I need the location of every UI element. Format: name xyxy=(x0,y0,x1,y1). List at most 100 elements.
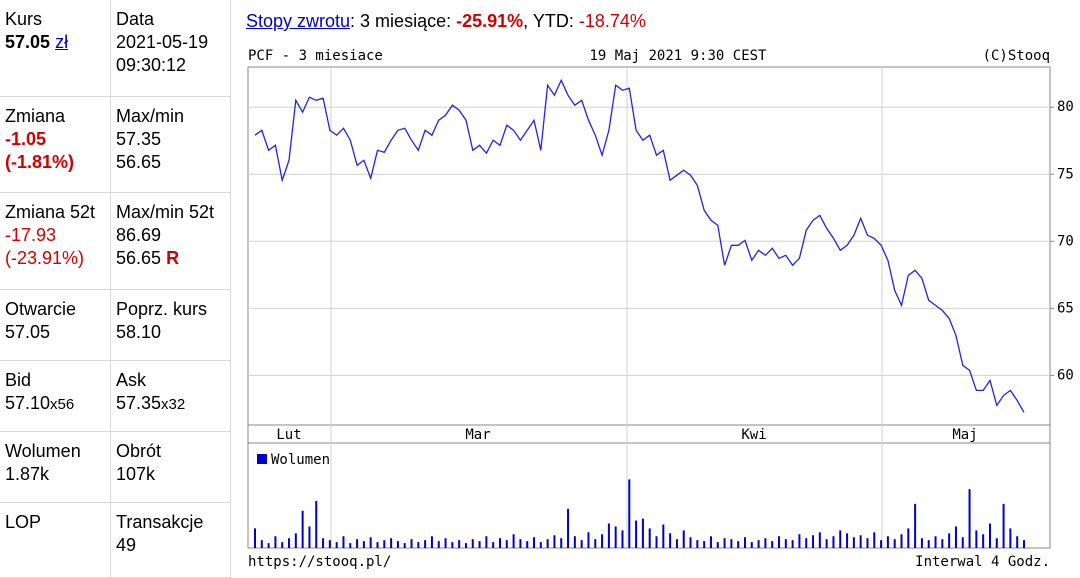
date: 2021-05-19 xyxy=(116,32,209,52)
price-line xyxy=(254,78,1025,413)
volume-bar xyxy=(825,539,828,548)
value: 57.35 xyxy=(116,393,162,413)
cell: Obrót 107k xyxy=(111,432,231,503)
volume-bar xyxy=(328,540,331,548)
volume-bar xyxy=(1023,540,1025,548)
volume-bar xyxy=(839,530,842,548)
volume-bar xyxy=(628,479,631,548)
volume-bar xyxy=(498,538,501,548)
label: Max/min xyxy=(116,106,185,126)
volume-bar xyxy=(954,526,957,548)
volume-bar xyxy=(539,542,542,548)
volume-bar xyxy=(437,541,440,548)
volume-bar xyxy=(682,530,685,548)
volume-bar xyxy=(267,543,270,548)
volume-bar xyxy=(641,518,644,548)
volume-bar xyxy=(988,523,991,548)
volume-bar xyxy=(546,539,549,548)
volume-bar xyxy=(254,528,256,548)
volume-bar xyxy=(458,540,461,548)
volume-bar xyxy=(519,539,522,548)
volume-bar xyxy=(451,542,454,548)
volume-bar xyxy=(927,540,930,548)
volume-bar xyxy=(294,533,297,548)
volume-bar xyxy=(335,542,338,548)
volume-bar xyxy=(444,538,447,548)
month-strip xyxy=(247,424,1051,444)
volume-bar xyxy=(1002,503,1005,548)
plot-frame xyxy=(247,66,1051,426)
footer-interval: Interwal 4 Godz. xyxy=(915,554,1050,570)
volume-bar xyxy=(818,532,821,548)
volume-bar xyxy=(464,543,467,548)
cell: Max/min 57.35 56.65 xyxy=(111,97,231,193)
volume-bar xyxy=(968,489,971,548)
volume-bar xyxy=(260,540,263,548)
volume-bar xyxy=(635,520,638,548)
volume-bar xyxy=(920,538,923,548)
y-tick-label: 70 xyxy=(1057,233,1074,249)
volume-bar xyxy=(369,537,372,548)
volume-bar xyxy=(376,542,379,548)
cell: Data 2021-05-19 09:30:12 xyxy=(111,0,231,97)
volume-bar xyxy=(505,540,508,548)
volume-bar xyxy=(417,542,420,548)
volume-bar xyxy=(430,536,433,548)
volume-bar xyxy=(383,540,386,548)
volume-bar xyxy=(737,541,740,548)
volume-bar xyxy=(975,530,978,548)
value: 58.10 xyxy=(116,322,162,342)
returns-line: Stopy zwrotu: 3 miesiące: -25.91%, YTD: -1… xyxy=(246,11,646,32)
volume-bar xyxy=(914,503,917,548)
volume-bar xyxy=(478,541,481,548)
y-tick-label: 80 xyxy=(1057,99,1074,115)
change: -1.05 xyxy=(5,129,47,149)
volume-bar xyxy=(716,542,719,548)
volume-bar xyxy=(356,539,359,548)
volume-bar xyxy=(893,539,896,548)
volume-bar xyxy=(274,536,277,548)
cell: Otwarcie 57.05 xyxy=(0,290,111,361)
volume-bar xyxy=(696,540,699,548)
x-month-label: Maj xyxy=(952,427,977,443)
volume-bar xyxy=(778,536,781,548)
volume-bar xyxy=(492,542,495,548)
volume-bar xyxy=(771,541,774,548)
cell: Zmiana 52t -17.93 (-23.91%) xyxy=(0,193,111,290)
volume-bar xyxy=(805,538,808,548)
label: Wolumen xyxy=(5,441,81,461)
volume-bar xyxy=(948,533,951,548)
label: Poprz. kurs xyxy=(116,299,208,319)
label: Ask xyxy=(116,370,147,390)
volume-bar xyxy=(743,537,746,548)
volume-bar xyxy=(288,538,291,548)
label: Bid xyxy=(5,370,32,390)
volume-bar xyxy=(349,543,352,548)
volume-bar xyxy=(601,534,604,548)
volume-bar xyxy=(934,536,937,548)
volume-bar xyxy=(655,536,658,548)
volume-bar xyxy=(281,542,284,548)
value: 49 xyxy=(116,535,137,555)
currency-link[interactable]: zł xyxy=(55,32,69,52)
volume-bar xyxy=(662,524,665,548)
volume-bar xyxy=(723,538,726,548)
volume-bar xyxy=(730,539,733,548)
value: 57.05 xyxy=(5,322,51,342)
volume-bar xyxy=(709,536,712,548)
volume-bar xyxy=(941,539,944,548)
volume-bar xyxy=(832,536,835,548)
x-month-label: Kwi xyxy=(741,427,766,443)
cell: Ask 57.35x32 xyxy=(111,361,231,432)
volume-bar xyxy=(961,537,964,548)
max: 57.35 xyxy=(116,129,162,149)
returns-link[interactable]: Stopy zwrotu xyxy=(246,11,351,31)
y-tick-label: 75 xyxy=(1057,166,1074,182)
volume-bar xyxy=(526,541,529,548)
volume-bar xyxy=(403,543,406,548)
chart-title: PCF - 3 miesiace xyxy=(248,48,383,64)
volume-bar xyxy=(982,534,985,548)
volume-bar xyxy=(907,528,910,548)
change-pct: (-1.81%) xyxy=(5,152,75,172)
